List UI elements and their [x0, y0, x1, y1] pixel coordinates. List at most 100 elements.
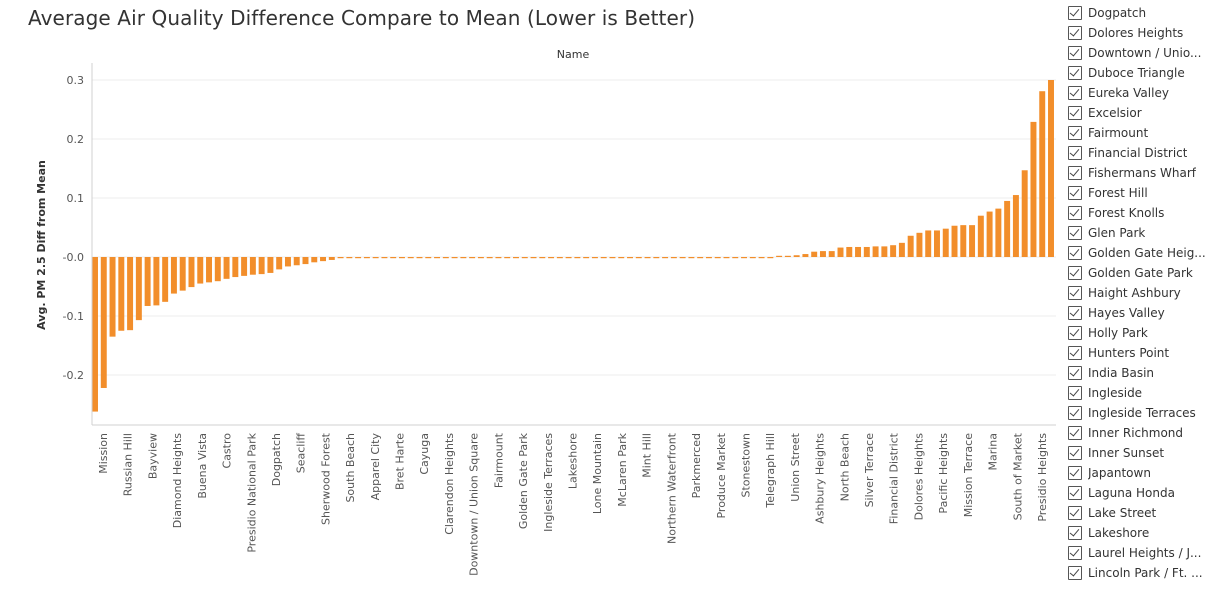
checkbox-checked-icon[interactable]: [1068, 286, 1082, 300]
legend-filter-item[interactable]: Downtown / Unio...: [1068, 43, 1209, 63]
bar[interactable]: [530, 257, 537, 259]
bar[interactable]: [416, 257, 423, 259]
bar[interactable]: [837, 247, 844, 257]
bar[interactable]: [407, 257, 414, 259]
bar[interactable]: [846, 246, 853, 257]
checkbox-checked-icon[interactable]: [1068, 426, 1082, 440]
bar[interactable]: [1021, 170, 1028, 257]
legend-filter-item[interactable]: Forest Knolls: [1068, 203, 1209, 223]
checkbox-checked-icon[interactable]: [1068, 446, 1082, 460]
bar[interactable]: [916, 232, 923, 257]
legend-filter-item[interactable]: Dolores Heights: [1068, 23, 1209, 43]
legend-filter-item[interactable]: Laurel Heights / J...: [1068, 543, 1209, 563]
checkbox-checked-icon[interactable]: [1068, 226, 1082, 240]
bar[interactable]: [583, 257, 590, 259]
bar[interactable]: [609, 257, 616, 259]
bar[interactable]: [434, 257, 441, 259]
bar[interactable]: [320, 257, 327, 262]
legend-filter-item[interactable]: Laguna Honda: [1068, 483, 1209, 503]
bar[interactable]: [548, 257, 555, 259]
checkbox-checked-icon[interactable]: [1068, 506, 1082, 520]
legend-filter-item[interactable]: Holly Park: [1068, 323, 1209, 343]
checkbox-checked-icon[interactable]: [1068, 86, 1082, 100]
bar[interactable]: [697, 257, 704, 259]
bar[interactable]: [802, 254, 809, 257]
bar[interactable]: [819, 251, 826, 257]
bar[interactable]: [135, 257, 142, 321]
bar[interactable]: [258, 257, 265, 275]
checkbox-checked-icon[interactable]: [1068, 106, 1082, 120]
bar[interactable]: [732, 257, 739, 259]
legend-filter-item[interactable]: Lincoln Park / Ft. ...: [1068, 563, 1209, 583]
bar[interactable]: [346, 257, 353, 259]
legend-filter-item[interactable]: Glen Park: [1068, 223, 1209, 243]
bar[interactable]: [986, 211, 993, 257]
checkbox-checked-icon[interactable]: [1068, 6, 1082, 20]
checkbox-checked-icon[interactable]: [1068, 126, 1082, 140]
legend-filter-item[interactable]: Eureka Valley: [1068, 83, 1209, 103]
bar[interactable]: [995, 208, 1002, 257]
legend-filter-item[interactable]: Excelsior: [1068, 103, 1209, 123]
bar[interactable]: [127, 257, 134, 331]
legend-filter-item[interactable]: Inner Richmond: [1068, 423, 1209, 443]
bar[interactable]: [372, 257, 379, 259]
bar[interactable]: [705, 257, 712, 259]
checkbox-checked-icon[interactable]: [1068, 146, 1082, 160]
bar[interactable]: [618, 257, 625, 259]
bar[interactable]: [644, 257, 651, 259]
bar[interactable]: [855, 246, 862, 257]
bar[interactable]: [539, 257, 546, 259]
bar[interactable]: [688, 257, 695, 259]
bar[interactable]: [670, 257, 677, 259]
bar[interactable]: [513, 257, 519, 259]
bar[interactable]: [881, 246, 888, 257]
bar[interactable]: [337, 257, 344, 259]
checkbox-checked-icon[interactable]: [1068, 46, 1082, 60]
bar[interactable]: [565, 257, 572, 259]
checkbox-checked-icon[interactable]: [1068, 406, 1082, 420]
bar[interactable]: [942, 228, 949, 257]
checkbox-checked-icon[interactable]: [1068, 206, 1082, 220]
legend-filter-item[interactable]: Golden Gate Heig...: [1068, 243, 1209, 263]
legend-filter-item[interactable]: Lake Street: [1068, 503, 1209, 523]
bar[interactable]: [276, 257, 283, 270]
legend-filter-item[interactable]: Hunters Point: [1068, 343, 1209, 363]
bar[interactable]: [311, 257, 318, 263]
bar[interactable]: [679, 257, 686, 259]
bar[interactable]: [1030, 121, 1037, 257]
checkbox-checked-icon[interactable]: [1068, 546, 1082, 560]
bar[interactable]: [714, 257, 721, 259]
bar[interactable]: [451, 257, 458, 259]
bar[interactable]: [951, 225, 958, 257]
bar[interactable]: [793, 255, 800, 257]
checkbox-checked-icon[interactable]: [1068, 486, 1082, 500]
legend-filter-item[interactable]: India Basin: [1068, 363, 1209, 383]
bar[interactable]: [284, 257, 291, 267]
legend-filter-item[interactable]: Japantown: [1068, 463, 1209, 483]
bar[interactable]: [232, 257, 239, 278]
bar[interactable]: [521, 257, 528, 259]
bar[interactable]: [741, 257, 748, 259]
legend-filter-item[interactable]: Ingleside: [1068, 383, 1209, 403]
bar[interactable]: [556, 257, 563, 259]
legend-filter-item[interactable]: Dogpatch: [1068, 3, 1209, 23]
checkbox-checked-icon[interactable]: [1068, 246, 1082, 260]
bar[interactable]: [469, 257, 476, 259]
bar[interactable]: [723, 257, 730, 259]
bar[interactable]: [100, 257, 107, 388]
bar[interactable]: [381, 257, 388, 259]
bar[interactable]: [977, 215, 984, 257]
bar[interactable]: [960, 225, 967, 257]
bar[interactable]: [776, 255, 783, 257]
bar[interactable]: [591, 257, 598, 259]
bar[interactable]: [627, 257, 633, 259]
legend-filter-item[interactable]: Fairmount: [1068, 123, 1209, 143]
legend-filter-item[interactable]: Golden Gate Park: [1068, 263, 1209, 283]
bar[interactable]: [293, 257, 300, 266]
bar[interactable]: [206, 257, 212, 283]
bar[interactable]: [223, 257, 230, 279]
bar[interactable]: [179, 257, 186, 291]
bar[interactable]: [214, 257, 221, 282]
bar[interactable]: [863, 246, 870, 257]
bar[interactable]: [249, 257, 256, 275]
